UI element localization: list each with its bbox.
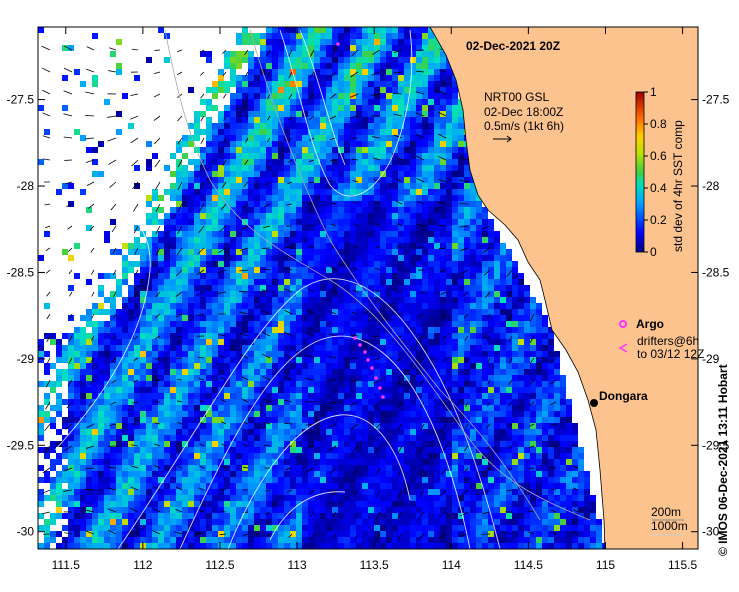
colorbar-tick-label: 0.8 bbox=[650, 117, 667, 131]
isobath-lines bbox=[164, 29, 591, 521]
lon-tick-label: 113 bbox=[287, 558, 306, 572]
argo-legend-label: Argo bbox=[636, 317, 664, 331]
isobath-legend: 200m 1000m bbox=[651, 505, 688, 536]
sst-variability-field bbox=[38, 27, 608, 549]
plot-frame bbox=[37, 26, 699, 550]
lat-tick-label-left: -30 bbox=[17, 525, 35, 539]
argo-drifter-tracks bbox=[336, 42, 385, 399]
lat-tick-label-right: -27.5 bbox=[702, 93, 730, 107]
lon-tick-label: 114 bbox=[442, 558, 461, 572]
drifter-marker-icon bbox=[618, 343, 628, 353]
lon-tick-label: 112.5 bbox=[205, 558, 234, 572]
lat-tick-label-left: -29 bbox=[17, 352, 35, 366]
drifter-legend: Argo drifters@6h to 03/12 12Z bbox=[618, 317, 704, 361]
colorbar-tick-label: 0.4 bbox=[650, 181, 667, 195]
lon-tick-label: 111.5 bbox=[52, 558, 81, 572]
colorbar-title: std dev of 4hr SST comp bbox=[671, 120, 685, 252]
current-source-name: NRT00 GSL bbox=[484, 90, 549, 104]
lon-tick-label: 115 bbox=[596, 558, 615, 572]
argo-marker-icon bbox=[619, 320, 627, 328]
drifter-legend-line1: drifters@6h bbox=[637, 334, 699, 348]
place-marker: Dongara bbox=[590, 389, 648, 407]
colorbar-tick-label: 0.6 bbox=[650, 149, 667, 163]
lat-tick-label-right: -28.5 bbox=[702, 265, 730, 279]
current-vectors bbox=[41, 45, 579, 541]
lat-tick-label-right: -29 bbox=[702, 352, 720, 366]
lat-tick-label-left: -28 bbox=[17, 179, 35, 193]
lon-tick-label: 112 bbox=[133, 558, 152, 572]
current-source-time: 02-Dec 18:00Z bbox=[484, 105, 563, 119]
timestamp-label: 02-Dec-2021 20Z bbox=[466, 39, 560, 53]
isobath-1000m-label: 1000m bbox=[651, 519, 688, 533]
land-mass bbox=[429, 27, 698, 549]
current-source-info: NRT00 GSL 02-Dec 18:00Z 0.5m/s (1kt 6h) bbox=[484, 90, 564, 143]
colorbar-tick-label: 1 bbox=[650, 85, 657, 99]
current-scale-label: 0.5m/s (1kt 6h) bbox=[484, 119, 564, 133]
lon-tick-label: 114.5 bbox=[514, 558, 543, 572]
credit-label: © IMOS 06-Dec-2021 13:11 Hobart bbox=[716, 364, 730, 556]
colorbar: 1 0.8 0.6 0.4 0.2 0 std dev of 4hr SST comp bbox=[635, 85, 685, 259]
colorbar-gradient bbox=[635, 91, 645, 253]
bathymetry-contours bbox=[54, 29, 501, 549]
drifter-legend-line2: to 03/12 12Z bbox=[637, 347, 704, 361]
colorbar-tick-label: 0.2 bbox=[650, 213, 667, 227]
lat-tick-label-left: -29.5 bbox=[7, 438, 35, 452]
lat-tick-label-right: -30 bbox=[702, 525, 720, 539]
lon-tick-label: 115.5 bbox=[668, 558, 697, 572]
town-dot-icon bbox=[590, 399, 598, 407]
lat-tick-label-left: -28.5 bbox=[7, 265, 35, 279]
scale-arrow-icon bbox=[493, 135, 512, 143]
axis-ticks: 111.5 112 112.5 113 113.5 114 114.5 115 115.5 -2… bbox=[7, 27, 730, 572]
lat-tick-label-left: -27.5 bbox=[7, 93, 35, 107]
lon-tick-label: 113.5 bbox=[360, 558, 389, 572]
isobath-200m-label: 200m bbox=[651, 505, 681, 519]
town-label: Dongara bbox=[599, 389, 648, 403]
colorbar-tick-label: 0 bbox=[650, 245, 657, 259]
lat-tick-label-right: -29.5 bbox=[702, 438, 730, 452]
lat-tick-label-right: -28 bbox=[702, 179, 720, 193]
